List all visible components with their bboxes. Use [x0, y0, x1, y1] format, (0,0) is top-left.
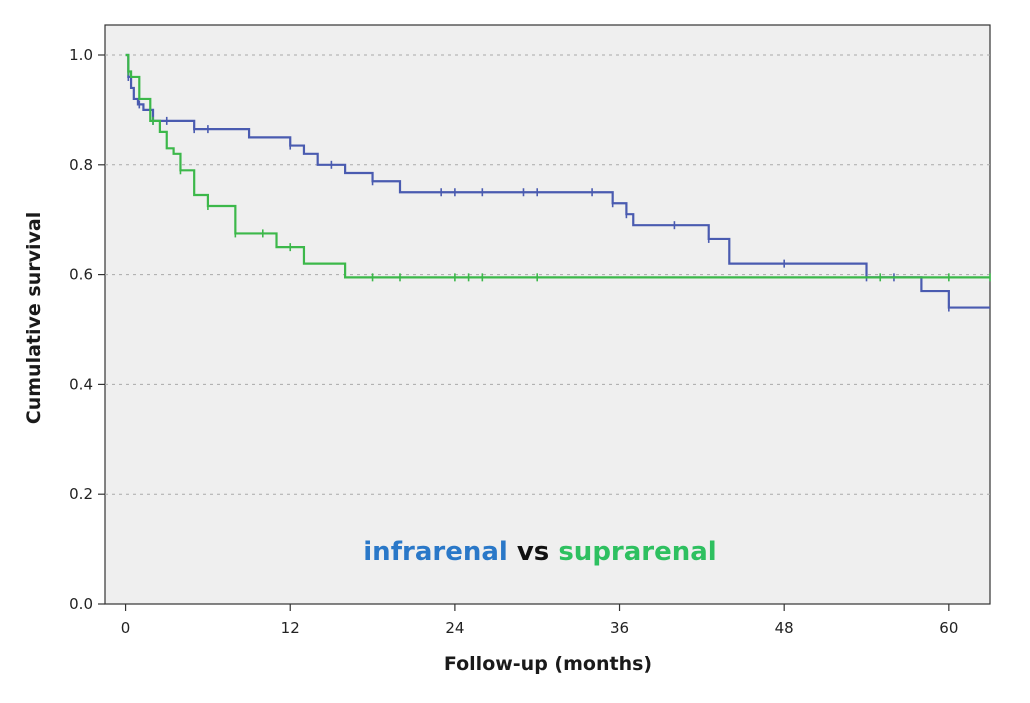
x-tick-label: 12 [281, 619, 300, 637]
annotation-suprarenal: suprarenal [558, 537, 716, 567]
annotation-vs: vs [508, 537, 559, 567]
y-tick-label: 0.2 [69, 485, 93, 503]
y-axis-title: Cumulative survival [23, 212, 45, 424]
x-tick-label: 60 [939, 619, 958, 637]
x-tick-label: 48 [775, 619, 794, 637]
x-tick-label: 0 [121, 619, 131, 637]
annotation-infrarenal: infrarenal [363, 537, 508, 567]
y-tick-label: 1.0 [69, 46, 93, 64]
plot-area: 0.0 0.2 0.4 0.6 0.8 1.0 0 12 24 36 48 60 [69, 24, 991, 637]
x-axis-title: Follow-up (months) [444, 653, 652, 675]
y-tick-label: 0.6 [69, 266, 93, 284]
x-tick-label: 36 [610, 619, 629, 637]
y-tick-label: 0.0 [69, 595, 93, 613]
legend-annotation: infrarenal vs suprarenal [363, 537, 716, 567]
plot-background [104, 24, 991, 605]
y-tick-label: 0.4 [69, 375, 93, 393]
x-tick-label: 24 [445, 619, 464, 637]
y-tick-label: 0.8 [69, 156, 93, 174]
series-line-suprarenal [125, 53, 990, 279]
